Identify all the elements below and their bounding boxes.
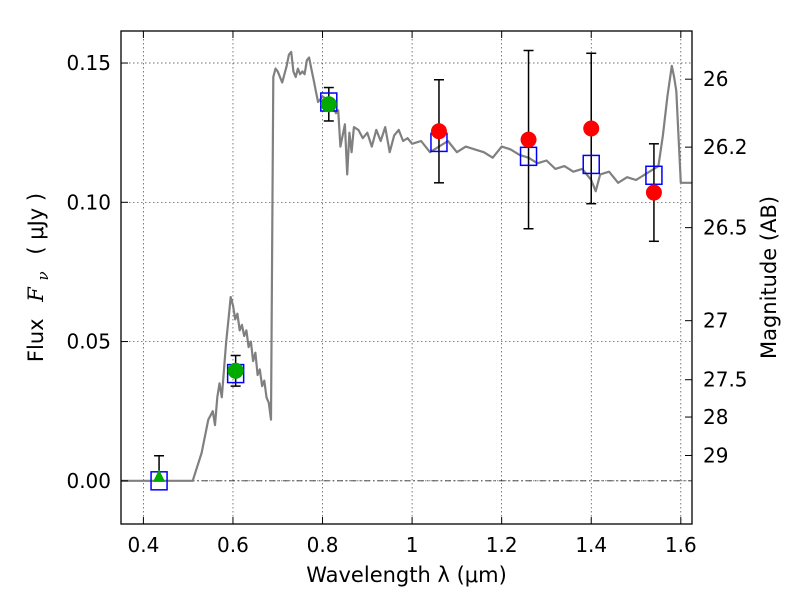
y2-tick-label: 26 — [703, 67, 728, 91]
plot-frame — [120, 30, 693, 525]
y2-tick-label: 26.2 — [703, 135, 748, 159]
y-axis-title-units: ( μJy ) — [24, 193, 48, 255]
y2-tick-label: 28 — [703, 405, 728, 429]
y-axis-title: Flux F ν ( μJy ) — [24, 193, 53, 362]
y-axis-title-symbol: F — [24, 286, 48, 303]
model-flux-square — [645, 165, 663, 186]
y2-tick-label: 29 — [703, 443, 728, 467]
x-tick-label: 1.4 — [575, 533, 607, 557]
spectrum-line — [121, 50, 692, 482]
x-tick-label: 0.8 — [307, 533, 339, 557]
y-axis-title-text: Flux — [24, 318, 48, 362]
model-flux-square — [582, 154, 600, 175]
right-axis-title: Magnitude (AB) — [757, 196, 781, 359]
grid-lines — [121, 31, 692, 524]
optical-flux-point — [227, 362, 244, 379]
observed-flux-point — [645, 184, 662, 201]
tick-labels: 0.4 0.6 0.8 1 1.2 1.4 1.6 0.00 0.05 0.10 0.15 26 26.… — [66, 51, 747, 557]
y-tick-label: 0.05 — [66, 330, 111, 354]
tick-marks — [121, 31, 692, 524]
x-tick-label: 0.6 — [217, 533, 249, 557]
y2-tick-label: 27.5 — [703, 368, 748, 392]
markers-layer — [150, 92, 663, 491]
spectrum-layer — [121, 50, 692, 482]
upper-limit-triangle — [153, 469, 166, 482]
x-axis-title: Wavelength λ (μm) — [306, 563, 507, 587]
x-tick-label: 1.2 — [486, 533, 518, 557]
error-bars-layer — [154, 49, 659, 482]
observed-flux-point — [430, 123, 447, 140]
optical-flux-point — [320, 96, 337, 113]
observed-flux-point — [583, 120, 600, 137]
observed-flux-point — [520, 131, 537, 148]
x-tick-label: 1.6 — [665, 533, 697, 557]
y-axis-title-subscript: ν — [34, 271, 52, 280]
y-tick-label: 0.00 — [66, 469, 111, 493]
x-tick-label: 0.4 — [127, 533, 159, 557]
y-tick-label: 0.10 — [66, 190, 111, 214]
x-tick-label: 1 — [406, 533, 419, 557]
y2-tick-label: 26.5 — [703, 216, 748, 240]
y2-tick-label: 27 — [703, 309, 728, 333]
y-tick-label: 0.15 — [66, 51, 111, 75]
